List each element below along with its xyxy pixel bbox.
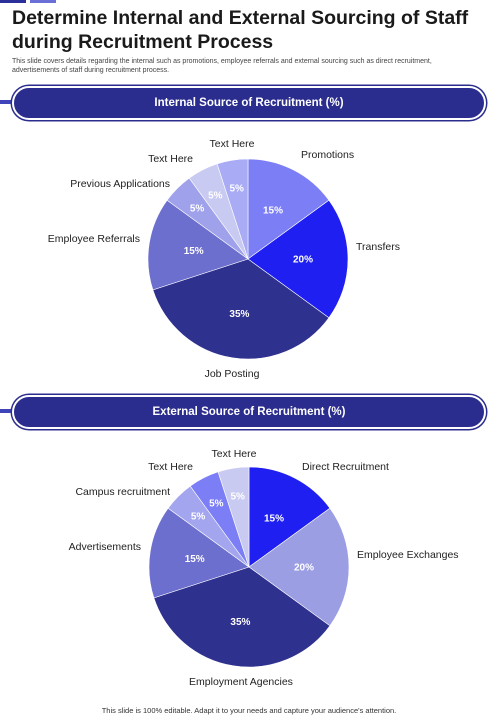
external-pie-svg: 15%20%35%15%5%5%5%Direct RecruitmentEmpl… (69, 448, 459, 688)
slice-value-label: 5% (191, 512, 206, 523)
slice-category-label: Advertisements (69, 541, 141, 553)
pie-slice (216, 158, 249, 260)
slice-value-label: 15% (184, 246, 204, 257)
slice-category-label: Text Here (210, 138, 255, 150)
slice-category-label: Campus recruitment (75, 486, 170, 498)
slice-category-label: Job Posting (205, 368, 260, 380)
slice-category-label: Employee Exchanges (357, 549, 459, 561)
slice-value-label: 15% (264, 514, 284, 525)
slice-category-label: Employment Agencies (189, 676, 293, 688)
pie-slice (247, 158, 330, 260)
pie-slice (148, 507, 250, 599)
band-edge-accent (0, 100, 16, 104)
pie-slice (147, 199, 249, 291)
external-section-header: External Source of Recruitment (%) (0, 395, 488, 429)
slice-value-label: 5% (209, 498, 224, 509)
internal-chart-title: Internal Source of Recruitment (%) (12, 86, 486, 120)
slice-category-label: Text Here (148, 153, 193, 165)
slice-category-label: Text Here (148, 461, 193, 473)
slice-value-label: 35% (230, 617, 250, 628)
slice-category-label: Employee Referrals (48, 233, 140, 245)
slice-value-label: 15% (263, 206, 283, 217)
slice-value-label: 20% (294, 563, 314, 574)
slice-category-label: Previous Applications (70, 178, 170, 190)
external-pie-chart: 15% 20% 35% 15% 5% 5% 5% Direct Recruitment Empl… (0, 442, 498, 692)
slice-value-label: 5% (190, 204, 205, 215)
pie-slice (217, 466, 250, 568)
internal-pie-svg: 15%20%35%15%5%5%5%PromotionsTransfersJob… (48, 138, 400, 380)
internal-section-header: Internal Source of Recruitment (%) (0, 86, 488, 120)
pie-slice (247, 199, 349, 319)
page-subtitle: This slide covers details regarding the … (12, 58, 432, 74)
slice-value-label: 35% (229, 309, 249, 320)
slice-category-label: Promotions (301, 149, 354, 161)
external-chart-title: External Source of Recruitment (%) (12, 395, 486, 429)
band-edge-accent (0, 409, 16, 413)
slice-category-label: Transfers (356, 241, 400, 253)
slice-value-label: 15% (185, 554, 205, 565)
pie-slice (248, 466, 331, 568)
pie-slice (248, 507, 350, 627)
slice-value-label: 5% (208, 190, 223, 201)
slice-value-label: 5% (229, 183, 244, 194)
footer-note: This slide is 100% editable. Adapt it to… (101, 706, 397, 715)
page-title: Determine Internal and External Sourcing… (12, 7, 469, 53)
slice-value-label: 5% (230, 491, 245, 502)
slice-value-label: 20% (293, 255, 313, 266)
slice-category-label: Direct Recruitment (302, 461, 389, 473)
accent-segment (0, 0, 26, 3)
pie-slice (152, 258, 330, 360)
top-accent-bar (0, 0, 56, 3)
slice-category-label: Text Here (212, 448, 257, 460)
accent-segment (30, 0, 56, 3)
pie-slice (153, 566, 331, 668)
internal-pie-chart: 15% 20% 35% 15% 5% 5% 5% Promotions Transfers Job… (0, 134, 498, 384)
